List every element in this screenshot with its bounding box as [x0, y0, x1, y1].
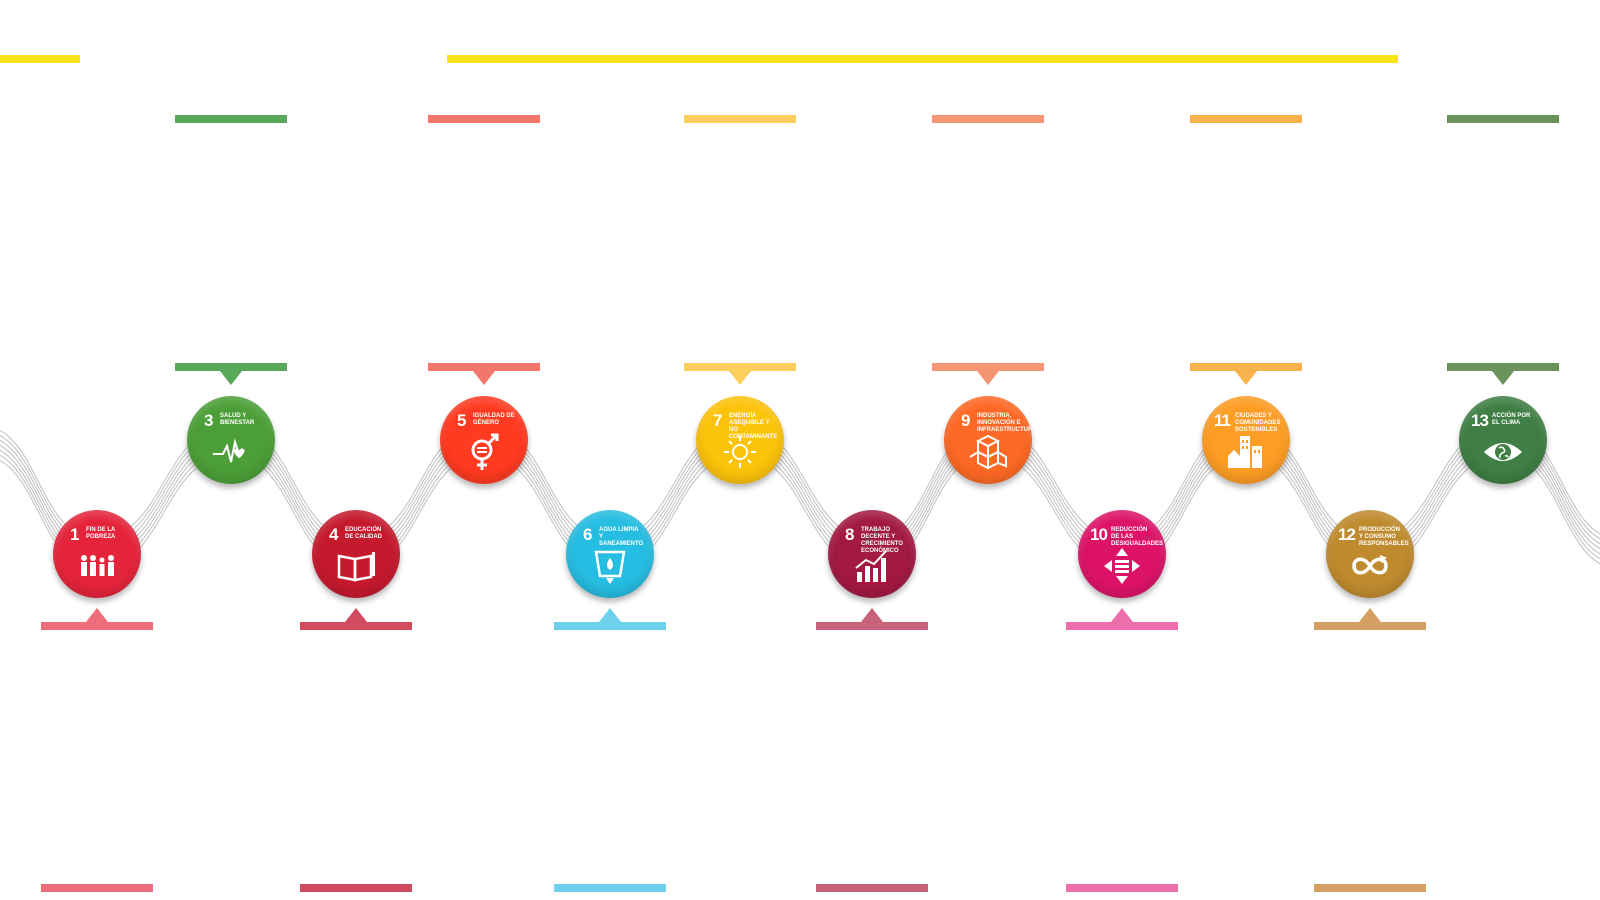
- goal-8-pointer: [861, 608, 883, 622]
- water-icon: [594, 550, 626, 584]
- goal-3-pointer: [220, 371, 242, 385]
- top-accent-bar-left: [0, 55, 80, 63]
- goal-12-track-bar: [1314, 884, 1426, 892]
- goal-label: Fin de la pobreza: [86, 527, 116, 540]
- goal-6-pointer: [599, 608, 621, 622]
- goal-4-marker-bar: [300, 622, 412, 630]
- goal-4-track-bar: [300, 884, 412, 892]
- goal-label: Ciudades y comunidades sostenibles: [1235, 413, 1281, 433]
- goal-label: Producción y consumo responsables: [1359, 527, 1409, 547]
- infinity-icon: [1352, 555, 1388, 575]
- goal-number: 11: [1214, 411, 1231, 430]
- goal-10-track-bar: [1066, 884, 1178, 892]
- goal-5-marker-bar: [428, 363, 540, 371]
- goal-number: 5: [457, 411, 467, 430]
- eye-globe-icon: [1484, 443, 1522, 461]
- goal-label: Acción por el clima: [1492, 413, 1531, 426]
- equality-arrows-icon: [1104, 548, 1140, 584]
- goal-number: 1: [70, 525, 80, 544]
- goal-10-marker-bar: [1066, 622, 1178, 630]
- city-icon: [1228, 436, 1262, 468]
- goal-13-track-bar: [1447, 115, 1559, 123]
- goal-13-marker-bar: [1447, 363, 1559, 371]
- people-icon: [81, 555, 114, 576]
- sdg-goal-12-badge[interactable]: 12 Producción y consumo responsables: [1326, 510, 1414, 598]
- goal-8-track-bar: [816, 884, 928, 892]
- goal-number: 10: [1090, 525, 1108, 544]
- goal-label: Industria, innovación e infraestructura: [977, 413, 1032, 433]
- heartbeat-icon: [213, 438, 245, 463]
- sdg-goal-5-badge[interactable]: 5 Igualdad de género: [440, 396, 528, 484]
- goal-11-track-bar: [1190, 115, 1302, 123]
- goal-9-marker-bar: [932, 363, 1044, 371]
- goal-12-marker-bar: [1314, 622, 1426, 630]
- sdg-goal-9-badge[interactable]: 9 Industria, innovación e infraestructura: [944, 396, 1032, 484]
- goal-6-marker-bar: [554, 622, 666, 630]
- goal-7-pointer: [729, 371, 751, 385]
- goal-1-track-bar: [41, 884, 153, 892]
- goal-10-pointer: [1111, 608, 1133, 622]
- goal-number: 7: [713, 411, 723, 430]
- goal-7-marker-bar: [684, 363, 796, 371]
- cubes-icon: [969, 434, 1007, 470]
- goal-5-track-bar: [428, 115, 540, 123]
- goal-11-pointer: [1235, 371, 1257, 385]
- top-accent-bar-right: [447, 55, 1398, 63]
- sun-icon: [724, 436, 756, 468]
- growth-chart-icon: [855, 550, 887, 582]
- sdg-goal-1-badge[interactable]: 1 Fin de la pobreza: [53, 510, 141, 598]
- goal-6-track-bar: [554, 884, 666, 892]
- sdg-goal-11-badge[interactable]: 11 Ciudades y comunidades sostenibles: [1202, 396, 1290, 484]
- sdg-goal-4-badge[interactable]: 4 Educación de calidad: [312, 510, 400, 598]
- goal-label: Educación de calidad: [345, 527, 382, 540]
- goal-label: Trabajo decente y crecimiento económico: [861, 527, 903, 554]
- sdg-goal-10-badge[interactable]: 10 Reducción de las desigualdades: [1078, 510, 1166, 598]
- goal-1-pointer: [86, 608, 108, 622]
- goal-5-pointer: [473, 371, 495, 385]
- goal-3-marker-bar: [175, 363, 287, 371]
- goal-label: Agua limpia y saneamiento: [599, 527, 644, 547]
- goal-3-track-bar: [175, 115, 287, 123]
- goal-number: 8: [845, 525, 855, 544]
- sdg-goal-3-badge[interactable]: 3 Salud y bienestar: [187, 396, 275, 484]
- sdg-goal-6-badge[interactable]: 6 Agua limpia y saneamiento: [566, 510, 654, 598]
- goal-9-pointer: [977, 371, 999, 385]
- goal-12-pointer: [1359, 608, 1381, 622]
- gender-icon: [471, 433, 499, 470]
- goal-number: 6: [583, 525, 593, 544]
- goal-number: 4: [329, 525, 339, 544]
- goal-8-marker-bar: [816, 622, 928, 630]
- goal-number: 13: [1471, 411, 1489, 430]
- goal-7-track-bar: [684, 115, 796, 123]
- goal-label: Energía asequible y no contaminante: [729, 413, 778, 440]
- goal-label: Salud y bienestar: [220, 413, 255, 426]
- goal-number: 9: [961, 411, 971, 430]
- sdg-goal-13-badge[interactable]: 13 Acción por el clima: [1459, 396, 1547, 484]
- goal-11-marker-bar: [1190, 363, 1302, 371]
- goal-1-marker-bar: [41, 622, 153, 630]
- goal-label: Igualdad de género: [473, 413, 515, 426]
- goal-number: 3: [204, 411, 214, 430]
- goal-number: 12: [1338, 525, 1356, 544]
- goal-13-pointer: [1492, 371, 1514, 385]
- goal-9-track-bar: [932, 115, 1044, 123]
- goal-label: Reducción de las desigualdades: [1111, 527, 1164, 547]
- book-icon: [337, 552, 375, 582]
- sdg-goal-7-badge[interactable]: 7 Energía asequible y no contaminante: [696, 396, 784, 484]
- goal-4-pointer: [345, 608, 367, 622]
- sdg-goal-8-badge[interactable]: 8 Trabajo decente y crecimiento económico: [828, 510, 916, 598]
